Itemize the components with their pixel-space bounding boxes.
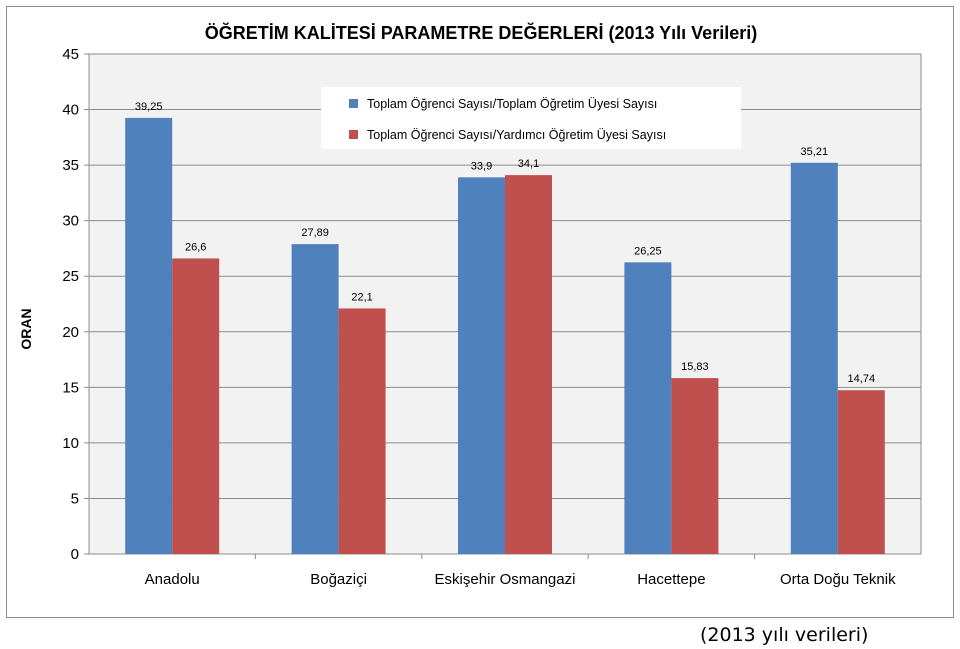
data-label: 22,1 <box>351 291 372 303</box>
y-axis-label: ORAN <box>18 308 34 349</box>
x-tick-label: Hacettepe <box>637 571 705 588</box>
x-tick-label: Eskişehir Osmangazi <box>435 571 576 588</box>
y-tick-label: 45 <box>62 46 79 63</box>
x-tick-label: Boğaziçi <box>310 571 367 588</box>
bar <box>837 390 885 554</box>
bar <box>125 117 173 554</box>
y-tick-label: 5 <box>71 490 79 507</box>
data-label: 15,83 <box>681 361 709 373</box>
bar <box>624 262 672 554</box>
legend-entry: Toplam Öğrenci Sayısı/Yardımcı Öğretim Ü… <box>367 128 666 142</box>
chart-title: ÖĞRETİM KALİTESİ PARAMETRE DEĞERLERİ (20… <box>205 22 757 43</box>
data-label: 27,89 <box>301 227 329 239</box>
data-label: 26,25 <box>634 245 662 257</box>
legend-box <box>321 87 741 149</box>
chart-frame: ÖĞRETİM KALİTESİ PARAMETRE DEĞERLERİ (20… <box>6 6 954 618</box>
y-tick-label: 30 <box>62 213 79 230</box>
y-tick-label: 15 <box>62 379 79 396</box>
chart-caption: (2013 yılı verileri) <box>700 624 869 646</box>
data-label: 39,25 <box>135 101 163 113</box>
bar <box>458 177 505 555</box>
y-tick-label: 25 <box>62 268 79 285</box>
legend-swatch <box>349 130 358 139</box>
bar <box>338 308 386 554</box>
y-tick-label: 10 <box>62 435 79 452</box>
legend: Toplam Öğrenci Sayısı/Toplam Öğretim Üye… <box>321 87 741 149</box>
y-tick-label: 0 <box>71 546 79 563</box>
x-tick-label: Orta Doğu Teknik <box>780 571 896 588</box>
y-tick-label: 20 <box>62 324 79 341</box>
data-label: 14,74 <box>848 373 876 385</box>
bar <box>505 175 552 554</box>
data-label: 34,1 <box>518 158 539 170</box>
bar <box>671 378 719 554</box>
bar <box>790 162 838 554</box>
bar-chart: ÖĞRETİM KALİTESİ PARAMETRE DEĞERLERİ (20… <box>18 22 922 588</box>
legend-entry: Toplam Öğrenci Sayısı/Toplam Öğretim Üye… <box>367 97 657 111</box>
data-label: 26,6 <box>185 241 206 253</box>
data-label: 35,21 <box>801 146 829 158</box>
y-tick-label: 35 <box>62 157 79 174</box>
bar <box>291 244 339 554</box>
bar <box>172 258 220 554</box>
legend-swatch <box>349 99 358 108</box>
x-tick-label: Anadolu <box>145 571 200 588</box>
y-tick-label: 40 <box>62 102 79 119</box>
data-label: 33,9 <box>471 160 492 172</box>
